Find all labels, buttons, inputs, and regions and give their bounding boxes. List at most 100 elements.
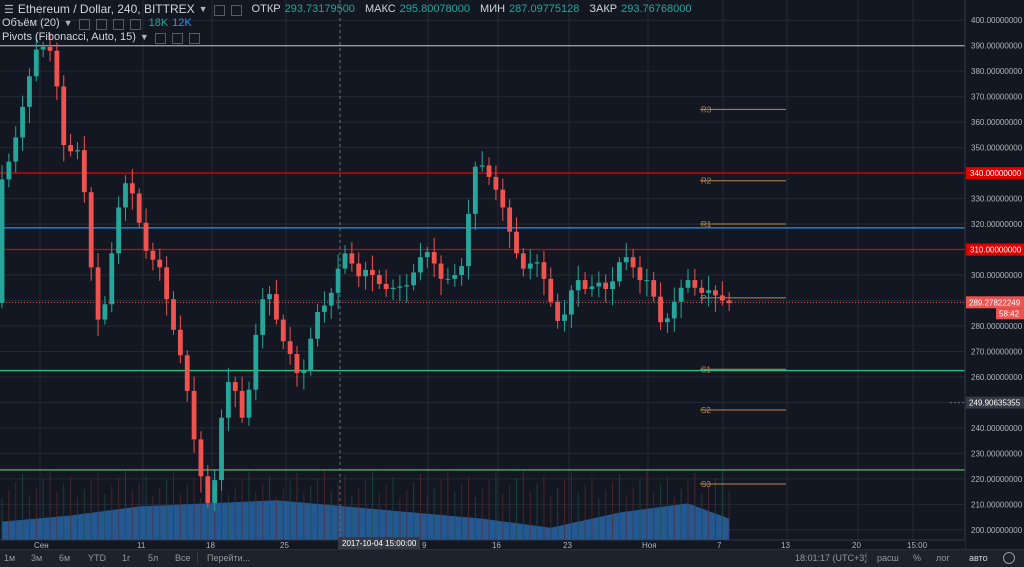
candle-body	[363, 269, 368, 277]
candle-body	[184, 355, 190, 391]
menu-icon[interactable]: ☰	[4, 3, 14, 16]
hide-icon[interactable]	[230, 4, 242, 16]
candle-body	[212, 480, 218, 504]
pivot-label: P	[701, 294, 706, 303]
candle-body	[514, 231, 519, 254]
candle-body	[665, 318, 670, 323]
close-icon[interactable]	[129, 18, 141, 30]
time-tick-label: 7	[717, 541, 722, 549]
candle-body	[383, 283, 389, 290]
settings-icon[interactable]	[171, 32, 183, 44]
chevron-down-icon[interactable]: ▼	[63, 18, 73, 28]
crosshair-time-label: 2017-10-04 15:00:00	[342, 539, 417, 548]
candle-body	[411, 272, 416, 286]
range-all-button[interactable]: Все	[175, 553, 191, 563]
candle-body	[322, 305, 327, 312]
hide-icon[interactable]	[78, 18, 90, 30]
countdown-bg	[996, 308, 1024, 320]
pivot-label: R2	[701, 177, 712, 186]
current-price-label-bg	[966, 296, 1024, 309]
candle-body	[472, 166, 478, 214]
candle-body	[164, 267, 170, 300]
high-value: 295.80078000	[399, 3, 471, 15]
time-tick-label: 13	[781, 541, 790, 549]
price-axis-label-bg	[966, 167, 1024, 180]
pivot-label: R3	[701, 105, 712, 114]
price-axis-label: 340.00000000	[970, 169, 1022, 178]
time-tick-label: 11	[137, 541, 146, 549]
price-tick-label: 220.00000000	[971, 475, 1023, 484]
candle-body	[575, 280, 581, 291]
candle-body	[726, 300, 732, 304]
range-ytd-button[interactable]: YTD	[88, 553, 106, 563]
pivot-label: S2	[701, 406, 711, 415]
time-tick-label: 18	[206, 541, 215, 549]
symbol-legend: ☰ Ethereum / Dollar, 240, BITTREX ▼ ОТКР…	[2, 2, 692, 16]
price-tick-label: 230.00000000	[971, 449, 1023, 458]
candle-body	[541, 262, 547, 279]
crosshair-price-label: 249.90635355	[969, 399, 1021, 408]
candle-body	[301, 370, 307, 374]
candle-body	[81, 150, 87, 193]
scale-extend-button[interactable]: расш	[877, 553, 899, 563]
candle-body	[589, 286, 595, 290]
chevron-down-icon[interactable]: ▼	[198, 4, 208, 14]
scale-auto-button[interactable]: авто	[969, 553, 988, 563]
pivots-study-label[interactable]: Pivots (Fibonacci, Auto, 15)	[2, 31, 136, 43]
price-tick-label: 300.00000000	[971, 271, 1023, 280]
candle-body	[225, 382, 231, 418]
settings-icon[interactable]	[213, 4, 225, 16]
candle-body	[397, 286, 403, 288]
candle-body	[370, 269, 375, 275]
divider	[197, 552, 198, 564]
candle-body	[150, 250, 156, 260]
gear-icon[interactable]	[1003, 552, 1015, 564]
candle-body	[54, 50, 60, 87]
price-tick-label: 260.00000000	[971, 373, 1023, 382]
range-5y-button[interactable]: 5л	[148, 553, 159, 563]
candle-body	[75, 150, 80, 152]
candle-body	[603, 282, 609, 290]
candle-body	[123, 183, 128, 208]
candle-body	[33, 49, 39, 77]
price-chart[interactable]: R3 R2 R1 P S1 S2 S3 200.00000000 210.00000000 220…	[0, 0, 1024, 549]
candle-body	[102, 304, 108, 320]
candle-body	[88, 192, 94, 268]
chevron-down-icon[interactable]: ▼	[139, 32, 149, 42]
candle-body	[274, 294, 279, 320]
scale-percent-button[interactable]: %	[913, 553, 922, 563]
candle-body	[157, 259, 163, 268]
scale-log-button[interactable]: лог	[936, 553, 950, 563]
candle-body	[191, 390, 197, 440]
volume-value-2: 12K	[172, 17, 192, 29]
candle-body	[68, 145, 73, 152]
candle-body	[260, 299, 266, 335]
go-to-date-button[interactable]: Перейти...	[207, 553, 251, 563]
range-1m-button[interactable]: 1м	[4, 553, 16, 563]
close-icon[interactable]	[188, 32, 200, 44]
candle-body	[335, 268, 341, 293]
symbol-title[interactable]: Ethereum / Dollar, 240, BITTREX	[17, 2, 195, 16]
candle-body	[219, 417, 224, 481]
candle-body	[376, 275, 382, 284]
range-3m-button[interactable]: 3м	[31, 553, 43, 563]
candle-body	[706, 290, 711, 293]
price-tick-label: 330.00000000	[971, 195, 1023, 204]
candle-body	[267, 294, 272, 300]
candle-body	[27, 76, 32, 107]
candle-body	[109, 253, 115, 305]
volume-study-label[interactable]: Объём (20)	[2, 17, 60, 29]
candle-body	[466, 213, 471, 267]
countdown-label: 58:42	[999, 309, 1020, 318]
candle-body	[623, 257, 629, 263]
candle-body	[658, 296, 663, 323]
candle-body	[507, 207, 513, 232]
add-icon[interactable]	[112, 18, 124, 30]
range-1y-button[interactable]: 1г	[122, 553, 131, 563]
range-6m-button[interactable]: 6м	[59, 553, 71, 563]
price-tick-label: 390.00000000	[971, 42, 1023, 51]
hide-icon[interactable]	[154, 32, 166, 44]
price-tick-label: 360.00000000	[971, 118, 1023, 127]
candle-body	[349, 253, 355, 264]
settings-icon[interactable]	[95, 18, 107, 30]
